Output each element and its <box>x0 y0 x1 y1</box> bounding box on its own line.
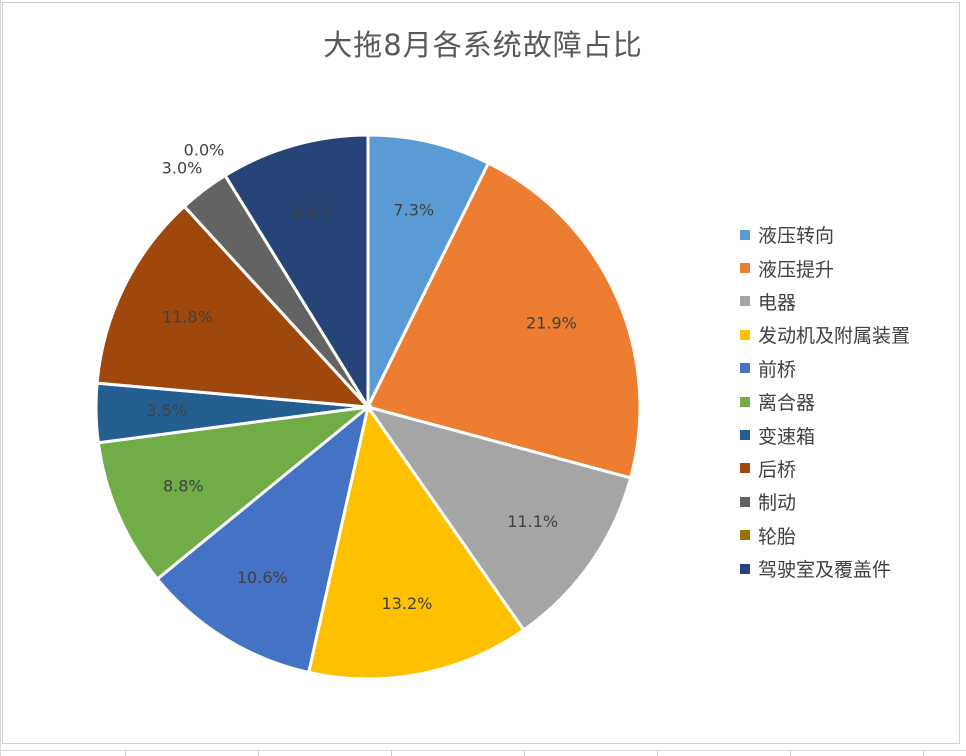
legend-label: 液压提升 <box>758 258 835 281</box>
legend-label: 变速箱 <box>758 425 816 448</box>
legend-label: 后桥 <box>758 458 797 481</box>
pie-slice-11[interactable] <box>223 133 370 413</box>
sheet-column-tick <box>657 750 658 756</box>
sheet-column-tick <box>258 750 259 756</box>
pie-slice-1[interactable] <box>366 133 491 408</box>
sheet-gridline <box>0 750 966 751</box>
legend-swatch <box>740 496 750 507</box>
pie-slice-8[interactable] <box>95 204 372 409</box>
legend-swatch <box>740 229 750 240</box>
legend-item-9[interactable]: 制动 <box>740 485 910 518</box>
data-label-6: 8.8% <box>163 476 204 495</box>
data-label-2: 21.9% <box>526 314 577 333</box>
legend-swatch <box>740 396 750 407</box>
pie-slice-6[interactable] <box>96 404 374 582</box>
sheet-column-tick <box>524 750 525 756</box>
data-label-9: 3.0% <box>162 159 203 178</box>
pie-slice-4[interactable] <box>306 403 526 681</box>
sheet-gridline <box>0 0 1 756</box>
legend-item-1[interactable]: 液压转向 <box>740 218 910 251</box>
legend-item-7[interactable]: 变速箱 <box>740 418 910 451</box>
legend-label: 驾驶室及覆盖件 <box>758 559 892 582</box>
legend-item-8[interactable]: 后桥 <box>740 452 910 485</box>
legend-swatch <box>740 530 750 541</box>
data-label-5: 10.6% <box>237 568 288 587</box>
legend: 液压转向液压提升电器发动机及附属装置 前桥离合器变速箱后桥制动轮胎驾驶室及覆盖件 <box>740 218 910 585</box>
pie-slice-2[interactable] <box>365 161 642 480</box>
legend-item-11[interactable]: 驾驶室及覆盖件 <box>740 552 910 585</box>
legend-label: 液压转向 <box>758 225 835 248</box>
legend-item-2[interactable]: 液压提升 <box>740 251 910 284</box>
legend-label: 离合器 <box>758 392 816 415</box>
data-label-3: 11.1% <box>507 512 558 531</box>
legend-swatch <box>740 363 750 374</box>
pie-slice-5[interactable] <box>155 403 371 675</box>
legend-item-6[interactable]: 离合器 <box>740 385 910 418</box>
data-label-4: 13.2% <box>382 594 433 613</box>
legend-item-10[interactable]: 轮胎 <box>740 519 910 552</box>
legend-item-5[interactable]: 前桥 <box>740 352 910 385</box>
sheet-column-tick <box>391 750 392 756</box>
legend-label: 发动机及附属装置 <box>758 325 911 348</box>
legend-label: 前桥 <box>758 358 797 381</box>
data-label-8: 11.8% <box>162 307 213 326</box>
legend-swatch <box>740 329 750 340</box>
chart-title: 大拖8月各系统故障占比 <box>323 28 643 62</box>
data-label-10: 0.0% <box>184 141 225 160</box>
sheet-column-tick <box>125 750 126 756</box>
legend-swatch <box>740 463 750 474</box>
sheet-column-tick <box>790 750 791 756</box>
legend-item-4[interactable]: 发动机及附属装置 <box>740 318 910 351</box>
legend-label: 电器 <box>758 291 797 314</box>
pie-slice-3[interactable] <box>364 404 633 633</box>
legend-swatch <box>740 430 750 441</box>
data-label-7: 3.5% <box>146 401 187 420</box>
data-label-1: 7.3% <box>393 200 434 219</box>
sheet-column-tick <box>923 750 924 756</box>
data-label-11: 8.8% <box>293 203 334 222</box>
legend-label: 轮胎 <box>758 525 797 548</box>
legend-swatch <box>740 263 750 274</box>
legend-swatch <box>740 296 750 307</box>
legend-label: 制动 <box>758 492 797 515</box>
legend-swatch <box>740 563 750 574</box>
legend-item-3[interactable]: 电器 <box>740 285 910 318</box>
